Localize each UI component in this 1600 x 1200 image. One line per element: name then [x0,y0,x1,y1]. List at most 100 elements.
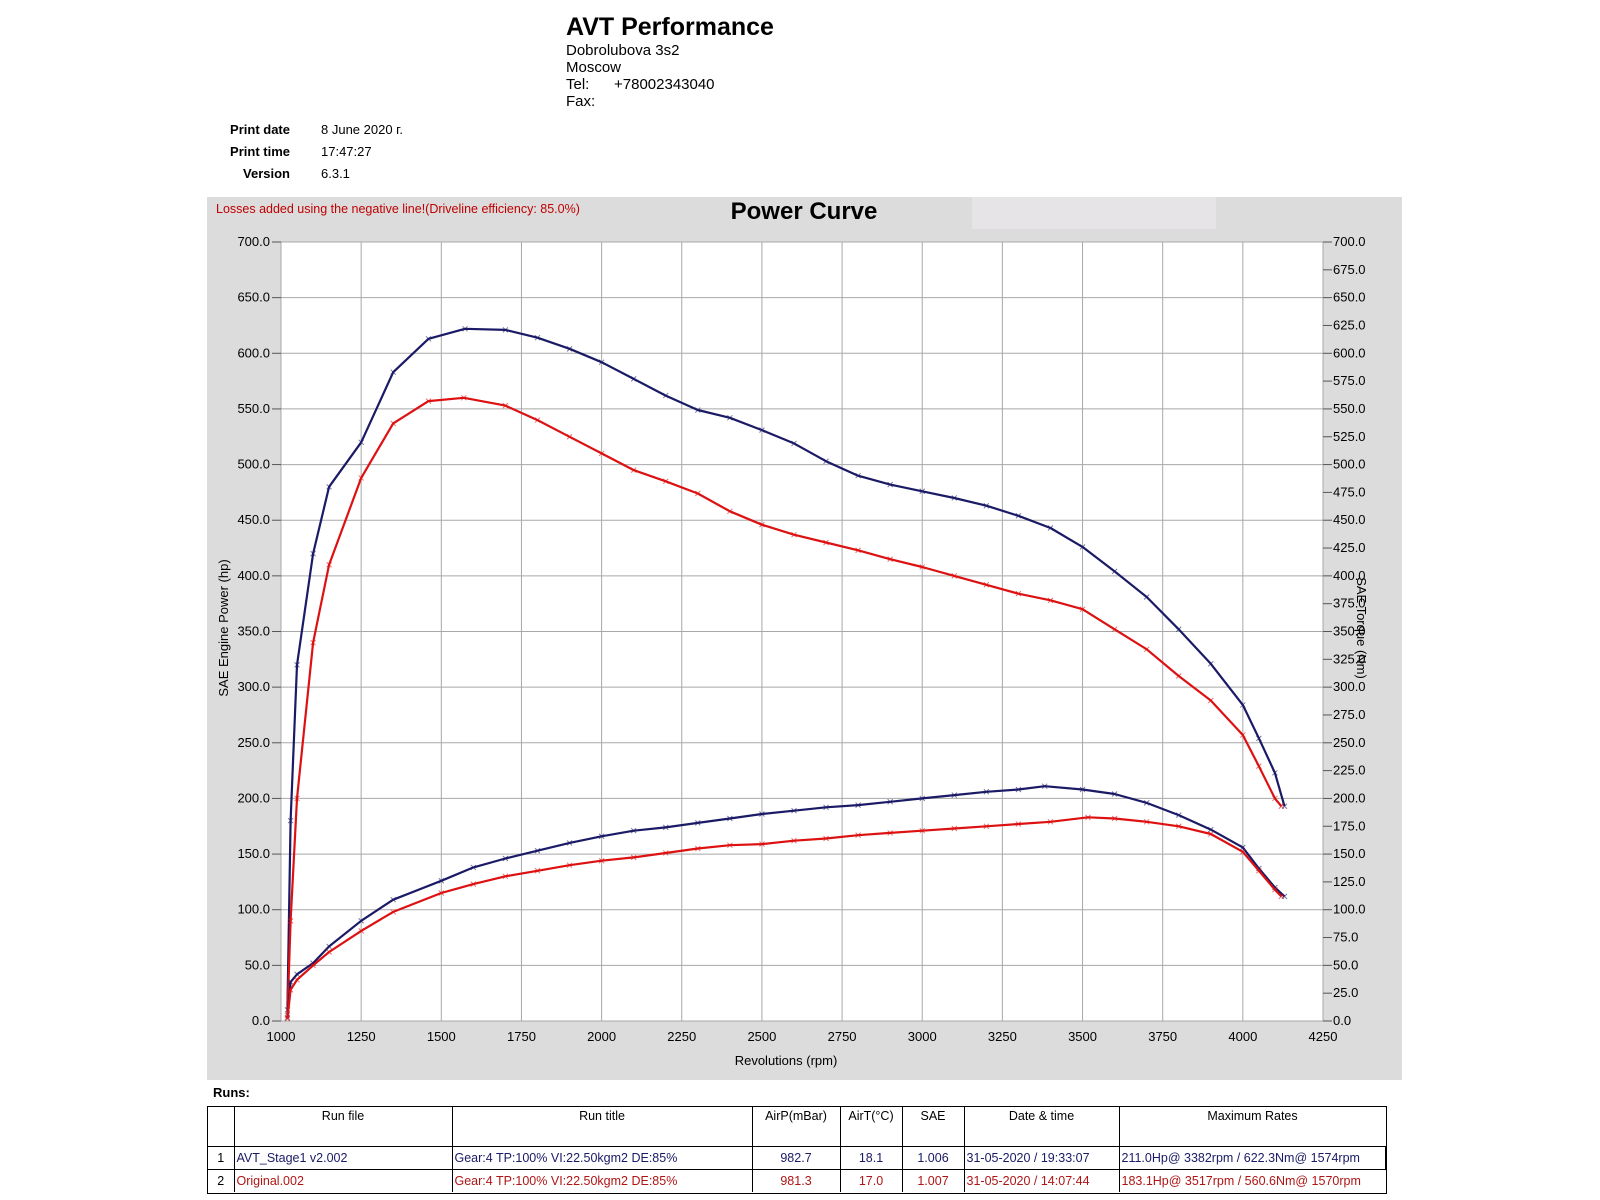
y2-tick-label: 175.0 [1333,818,1366,833]
data-point [983,502,990,509]
data-point [1079,786,1086,793]
y-tick-label: 600.0 [237,345,270,360]
data-point [694,407,701,413]
data-point [1272,795,1278,802]
data-point [1272,886,1278,893]
data-point [1015,821,1022,827]
data-point [470,864,477,871]
y-tick-label: 250.0 [237,735,270,750]
data-point [425,398,432,404]
x-tick-label: 2500 [747,1029,776,1044]
data-point [1111,626,1118,633]
data-point [727,815,733,822]
data-point [630,827,637,834]
print-time-label: Print time [230,144,290,159]
data-point [1239,848,1246,855]
data-point [1085,814,1091,821]
data-point [919,564,926,570]
y-tick-label: 150.0 [237,846,270,861]
run-sae: 1.007 [901,1169,965,1192]
run-file: Original.002 [233,1169,453,1192]
data-point [1256,735,1262,742]
data-point [951,495,958,501]
data-point [791,531,797,538]
data-point [759,521,765,528]
data-point [823,804,829,811]
data-point [887,556,894,563]
run-number: 1 [208,1146,235,1170]
data-point [566,862,573,869]
data-point [358,439,365,446]
data-point [287,986,294,993]
y2-tick-label: 150.0 [1333,846,1366,861]
x-tick-label: 2000 [587,1029,616,1044]
data-point [534,847,541,854]
data-point [1278,893,1285,900]
chart-canvas: Losses added using the negative line!(Dr… [216,197,1369,1068]
data-point [630,467,637,473]
tel-value: +78002343040 [614,76,715,93]
data-point [425,335,432,342]
data-point [759,841,765,847]
driveline-note: Losses added using the negative line!(Dr… [216,202,580,216]
y2-tick-label: 300.0 [1333,679,1366,694]
data-point [294,795,300,802]
x-tick-label: 3750 [1148,1029,1177,1044]
company-name: AVT Performance [566,13,774,41]
data-point [598,833,605,840]
x-tick-label: 3250 [988,1029,1017,1044]
company-block: AVT Performance Dobrolubova 3s2 Moscow T… [566,12,774,110]
y2-tick-label: 225.0 [1333,763,1366,778]
col-header-run-title: Run title [451,1107,753,1147]
y2-tick-label: 100.0 [1333,902,1366,917]
data-point [1079,606,1086,613]
table-row[interactable]: 2 Original.002 Gear:4 TP:100% VI:22.50kg… [208,1169,1386,1192]
data-point [694,845,701,852]
data-point [919,795,926,802]
y-tick-label: 700.0 [237,234,270,249]
data-point [462,325,468,332]
data-point [1256,763,1262,770]
data-point [534,867,541,874]
y2-tick-label: 650.0 [1333,290,1366,305]
y2-tick-label: 525.0 [1333,429,1366,444]
data-point [823,835,829,842]
data-point [1143,800,1150,806]
data-point [294,662,300,668]
data-point [983,823,990,830]
col-header-datetime: Date & time [963,1107,1120,1147]
col-header-sae: SAE [901,1107,965,1147]
data-point [662,824,669,831]
data-point [294,971,300,978]
y-tick-label: 550.0 [237,401,270,416]
data-point [887,798,894,805]
data-point [390,420,397,427]
data-point [791,807,797,814]
y-tick-label: 50.0 [245,957,270,972]
data-point [1047,525,1054,531]
y2-tick-label: 450.0 [1333,512,1366,527]
data-point [727,508,733,515]
col-header-run-file: Run file [233,1107,453,1147]
y-tick-label: 650.0 [237,290,270,305]
data-point [502,402,509,409]
runs-label: Runs: [213,1085,250,1100]
data-point [919,488,926,495]
col-header-airp: AirP(mBar) [751,1107,841,1147]
x-tick-label: 1000 [267,1029,296,1044]
data-point [662,850,669,856]
print-date-label: Print date [230,122,290,137]
table-row[interactable]: 1 AVT_Stage1 v2.002 Gear:4 TP:100% VI:22… [208,1146,1386,1170]
y2-tick-label: 625.0 [1333,317,1366,332]
data-point [1111,815,1118,822]
y-tick-label: 300.0 [237,679,270,694]
data-point [287,979,294,985]
y2-tick-label: 350.0 [1333,624,1366,639]
data-point [1143,646,1150,653]
print-time-value: 17:47:27 [321,144,372,159]
y2-tick-label: 675.0 [1333,262,1366,277]
y-tick-label: 400.0 [237,568,270,583]
data-point [1207,826,1214,833]
data-point [1015,786,1022,793]
data-point [855,472,861,479]
